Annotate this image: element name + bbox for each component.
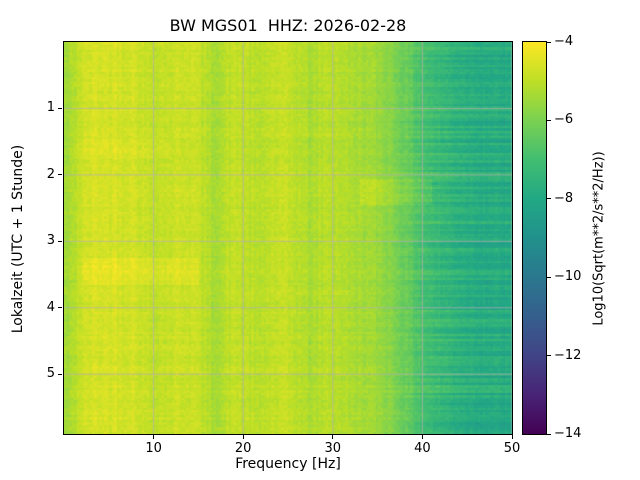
y-tick-mark <box>58 107 62 109</box>
x-tick-mark <box>511 435 513 439</box>
colorbar-tick-mark <box>547 276 551 278</box>
y-tick-label: 1 <box>46 100 55 116</box>
colorbar <box>522 41 547 435</box>
colorbar-tick-label: −6 <box>554 112 574 128</box>
colorbar-label: Log10(Sqrt(m**2/s**2/Hz)) <box>591 151 607 326</box>
colorbar-tick-mark <box>547 433 551 435</box>
x-tick-label: 40 <box>414 441 431 456</box>
figure-title: BW MGS01 HHZ: 2026-02-28 <box>169 16 407 35</box>
y-tick-label: 4 <box>46 299 55 315</box>
x-tick-mark <box>153 435 155 439</box>
colorbar-tick-mark <box>547 119 551 121</box>
colorbar-tick-mark <box>547 355 551 357</box>
plot-area <box>63 41 513 435</box>
colorbar-tick-label: −14 <box>554 426 582 441</box>
y-tick-mark <box>58 373 62 375</box>
colorbar-tick-label: −12 <box>554 347 582 363</box>
x-tick-label: 20 <box>234 441 252 456</box>
y-axis-label: Lokalzeit (UTC + 1 Stunde) <box>10 144 26 334</box>
spectrogram-heatmap <box>64 42 512 434</box>
y-tick-label: 5 <box>46 366 55 382</box>
colorbar-tick-label: −4 <box>554 34 574 49</box>
x-tick-label: 10 <box>145 441 162 456</box>
colorbar-tick-mark <box>547 198 551 200</box>
colorbar-tick-mark <box>547 41 551 43</box>
x-tick-label: 50 <box>503 441 521 456</box>
y-tick-label: 2 <box>46 166 55 182</box>
x-tick-label: 30 <box>324 441 342 456</box>
y-tick-mark <box>58 240 62 242</box>
x-tick-mark <box>421 435 423 439</box>
x-axis-label: Frequency [Hz] <box>235 456 341 472</box>
y-tick-label: 3 <box>46 233 55 249</box>
y-tick-mark <box>58 307 62 309</box>
y-tick-mark <box>58 174 62 176</box>
x-tick-mark <box>332 435 334 439</box>
colorbar-tick-label: −8 <box>554 190 574 206</box>
colorbar-tick-label: −10 <box>554 269 582 285</box>
x-tick-mark <box>242 435 244 439</box>
